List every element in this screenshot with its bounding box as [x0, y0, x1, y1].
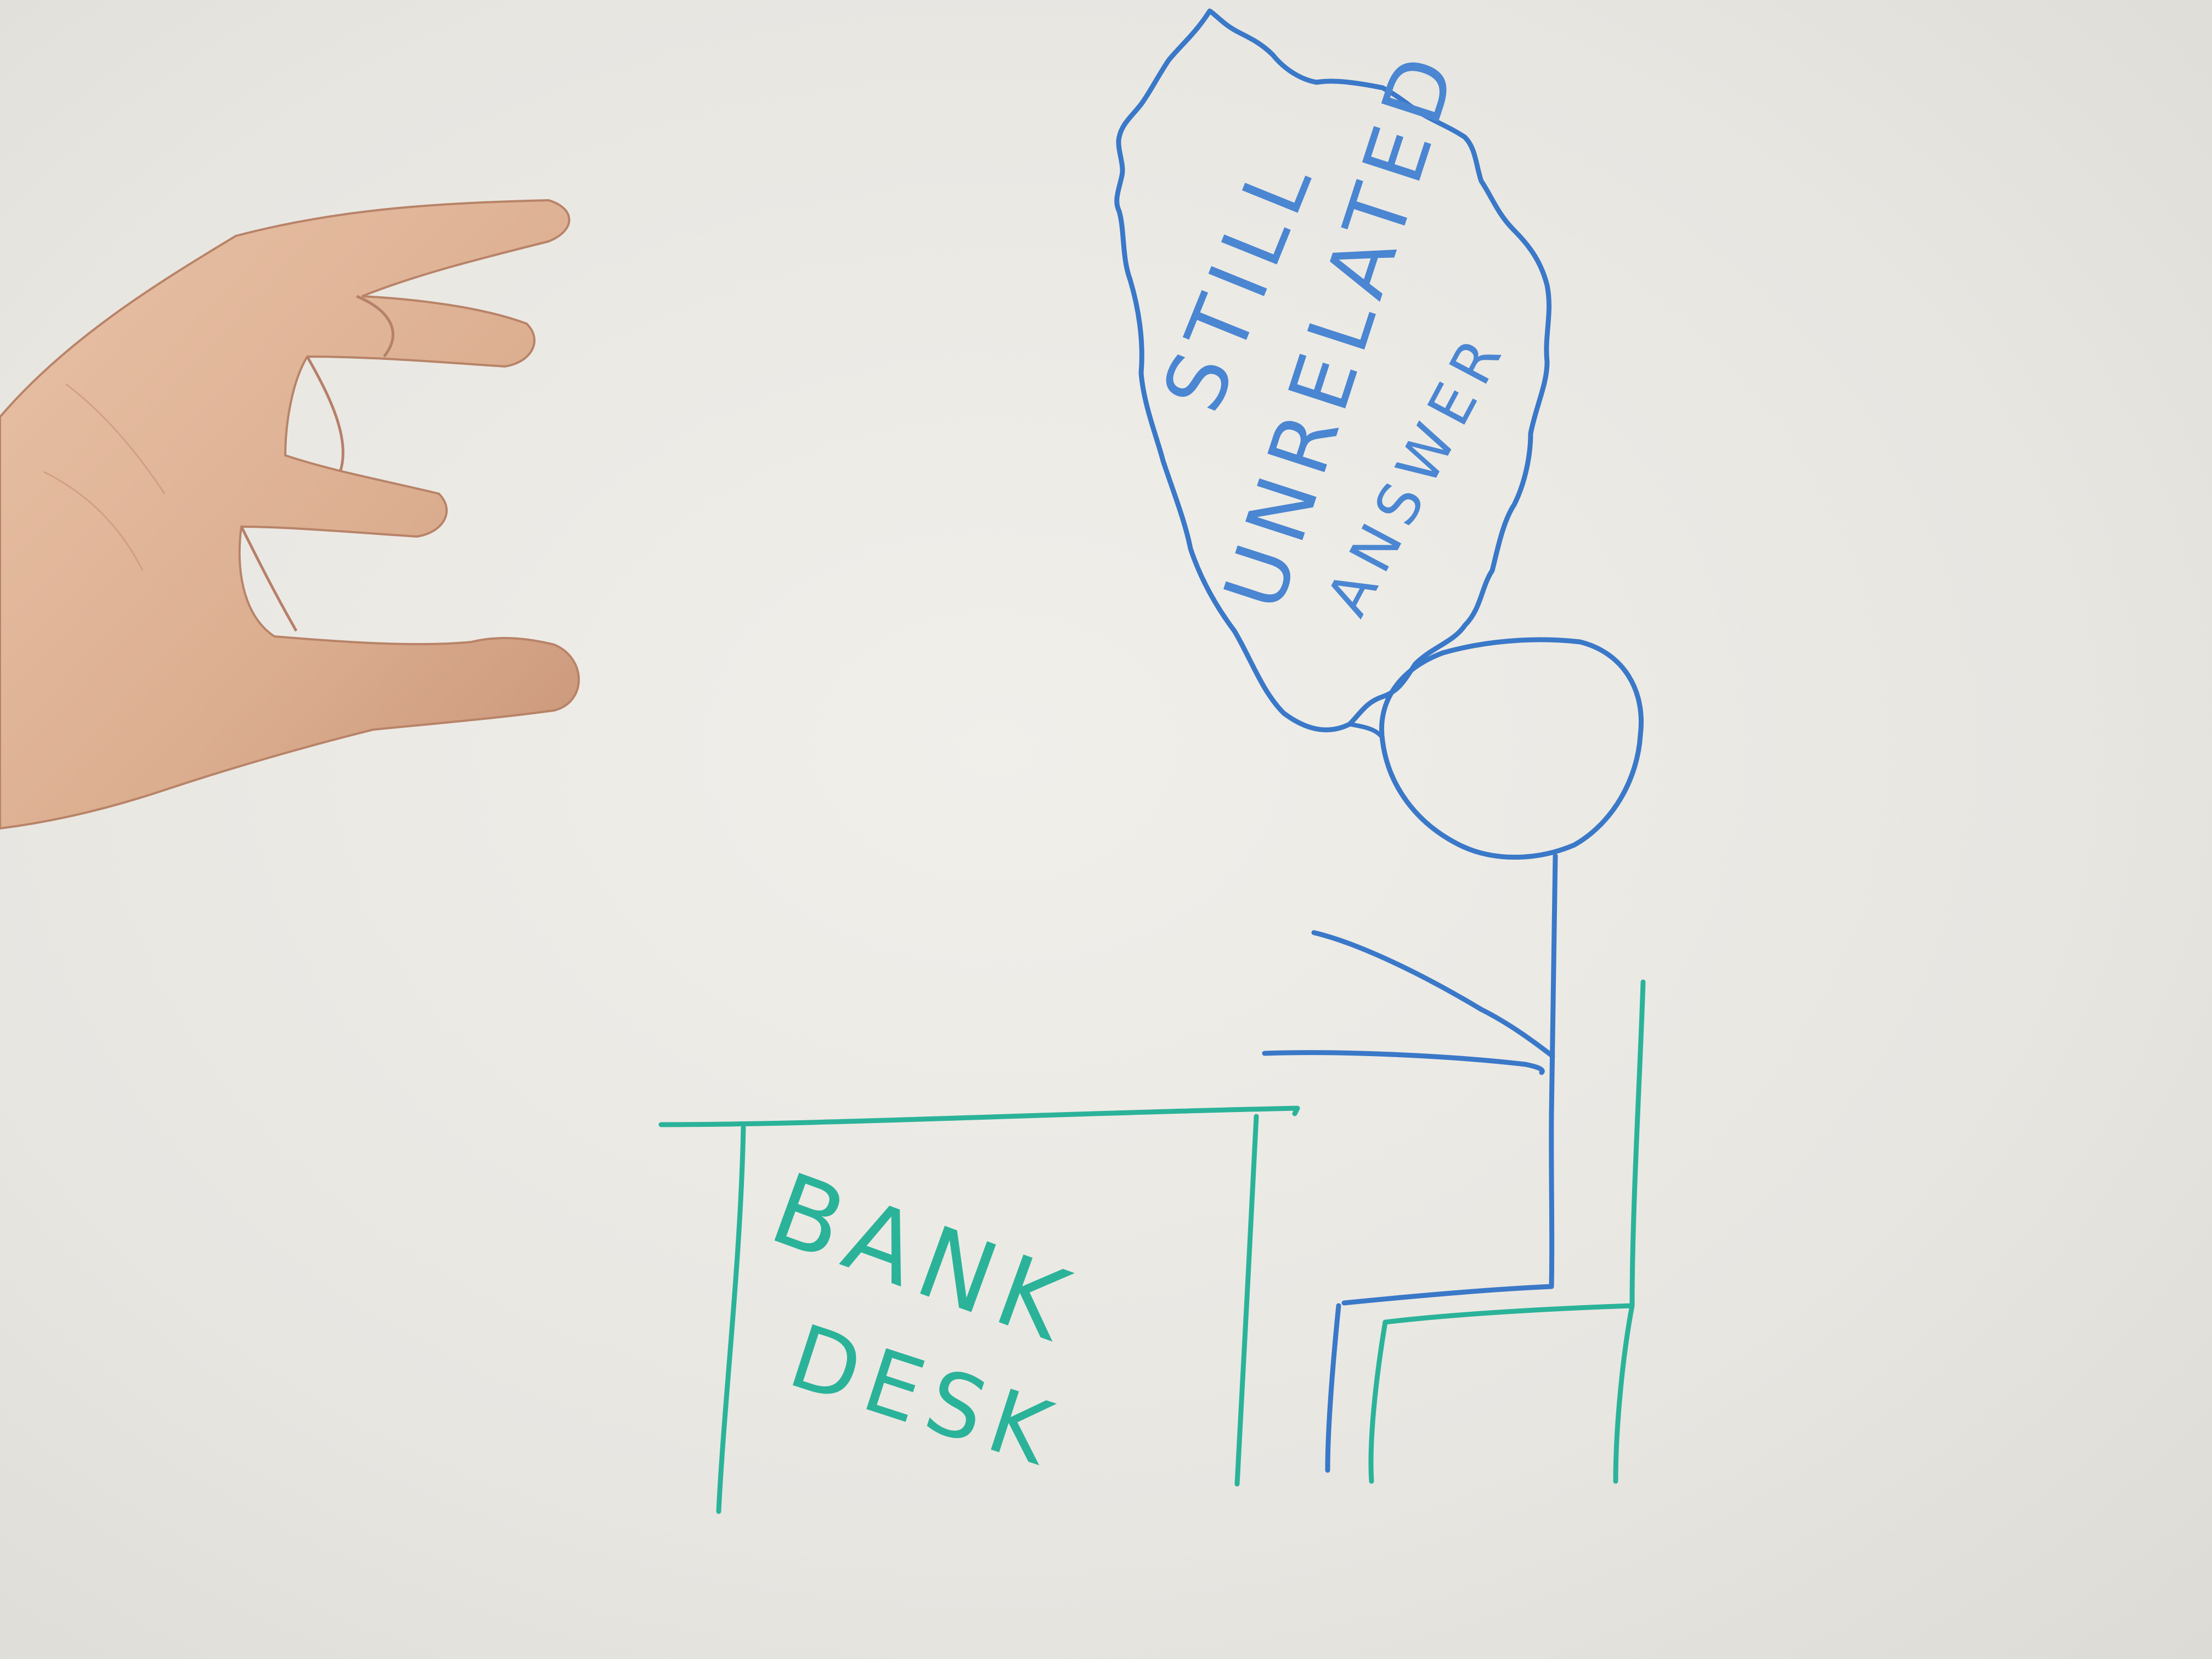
- figure-arm-lower: [1262, 1050, 1545, 1075]
- figure-head: [1379, 637, 1644, 860]
- figure-arm-upper: [1311, 930, 1555, 1059]
- thought-bubble: [1114, 8, 1552, 732]
- stick-figure-icon: [1262, 637, 1644, 1473]
- chair-back-leg: [1613, 1303, 1635, 1484]
- desk-left-leg: [716, 1125, 746, 1514]
- chair-front-leg: [1368, 1319, 1388, 1484]
- chair-seat: [1383, 1303, 1635, 1325]
- reaching-hand-icon: [0, 199, 580, 830]
- figure-thigh: [1341, 1284, 1554, 1306]
- chair-back: [1629, 979, 1646, 1308]
- desk-top: [658, 1105, 1300, 1127]
- desk-right-leg: [1234, 1114, 1259, 1487]
- desk-icon: [658, 1105, 1300, 1514]
- figure-shin: [1325, 1303, 1341, 1473]
- chair-icon: [1368, 979, 1646, 1484]
- figure-body: [1549, 853, 1558, 1289]
